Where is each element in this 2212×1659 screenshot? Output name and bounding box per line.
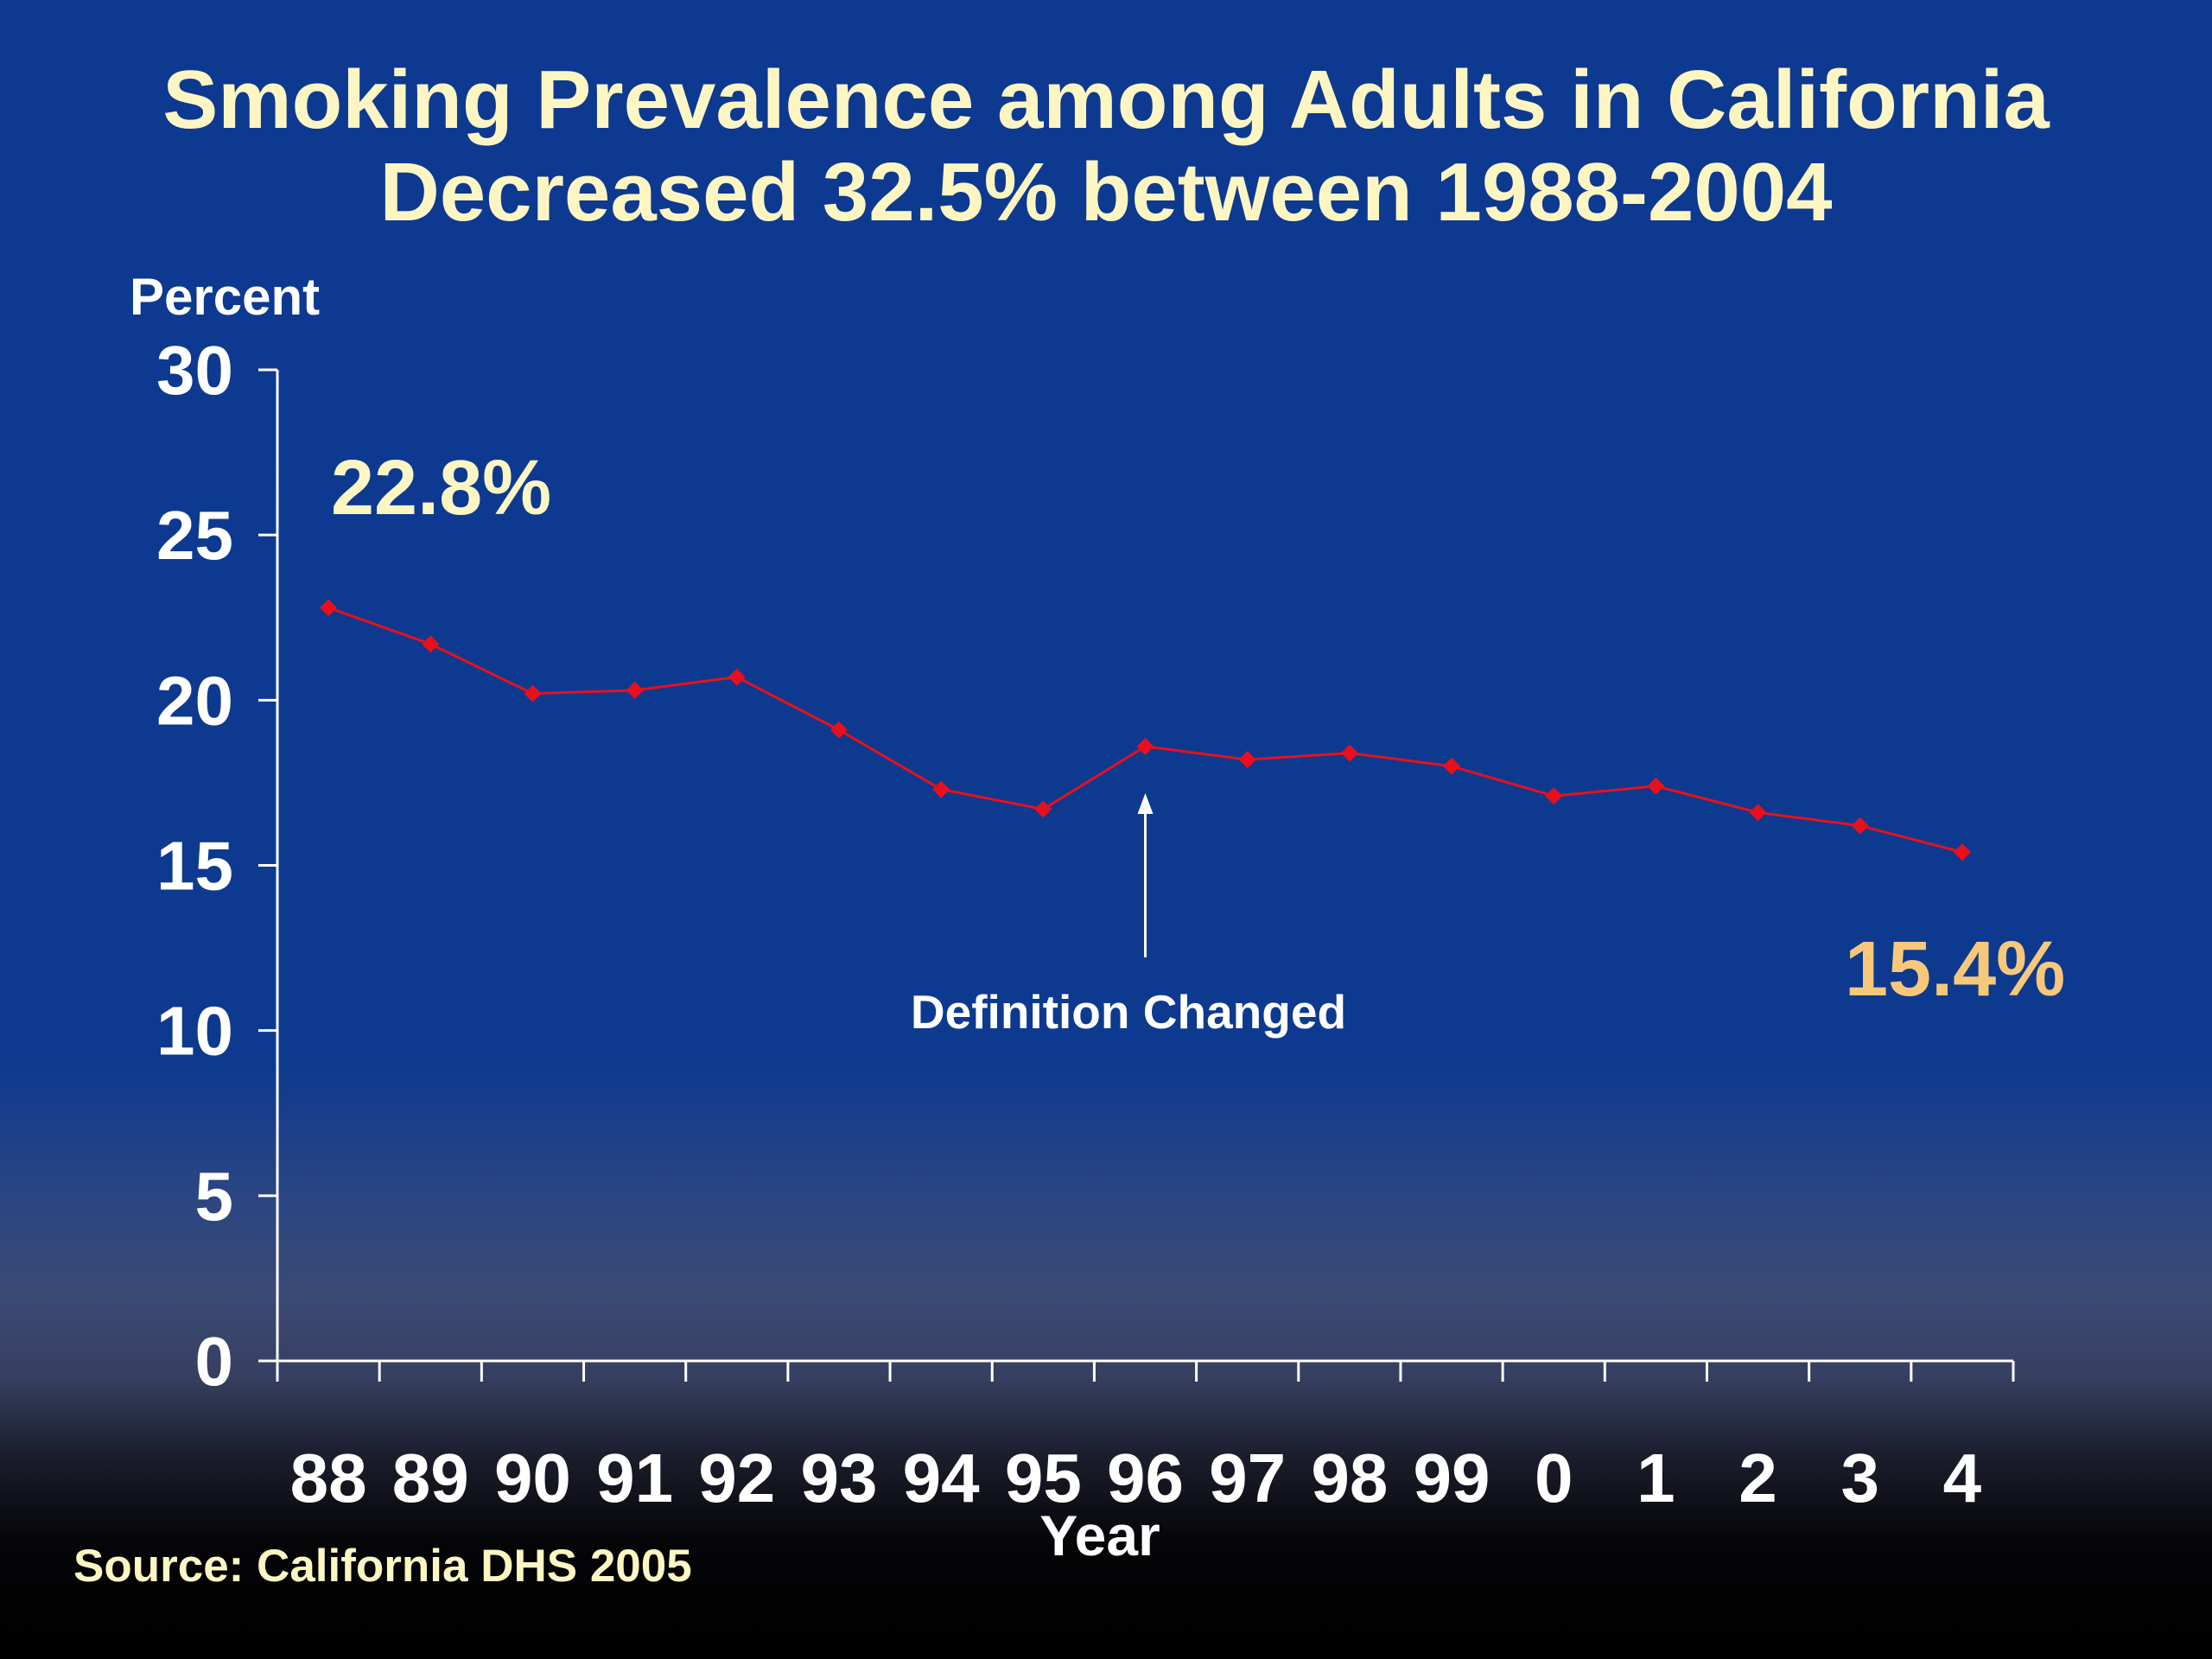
data-point [1647, 777, 1665, 795]
data-point [1851, 817, 1869, 835]
y-tick-label: 10 [156, 993, 233, 1070]
y-tick-label: 15 [156, 828, 233, 905]
data-point [1136, 737, 1154, 755]
y-axis-label: Percent [130, 268, 320, 326]
data-point [932, 780, 950, 798]
source-note: Source: California DHS 2005 [73, 1541, 692, 1592]
y-tick-label: 25 [156, 497, 233, 574]
data-point [1443, 757, 1461, 775]
x-tick-label: 1 [1637, 1440, 1675, 1516]
arrow-up-icon [1137, 793, 1154, 814]
chart-title-line-1: Smoking Prevalence among Adults in Calif… [162, 54, 2050, 146]
data-series [320, 599, 1971, 861]
data-point [1749, 804, 1767, 822]
y-tick-label: 0 [195, 1323, 234, 1400]
data-point [422, 635, 440, 653]
data-point [1953, 843, 1971, 861]
data-point [1238, 751, 1256, 769]
x-tick-label: 97 [1209, 1440, 1286, 1516]
x-tick-label: 2 [1738, 1440, 1777, 1516]
data-point [626, 681, 644, 699]
x-tick-label: 99 [1414, 1440, 1491, 1516]
data-point [728, 668, 746, 686]
x-tick-label: 98 [1311, 1440, 1388, 1516]
x-axis-ticks: 88 89 90 91 92 93 94 95 96 97 98 99 0 1 2 3 4 [276, 1361, 2015, 1516]
x-tick-label: 3 [1840, 1440, 1879, 1516]
x-tick-label: 96 [1107, 1440, 1184, 1516]
x-tick-label: 94 [903, 1440, 980, 1516]
definition-changed-label: Definition Changed [911, 985, 1346, 1039]
data-point [1034, 800, 1052, 818]
x-tick-label: 89 [392, 1440, 469, 1516]
x-tick-label: 0 [1535, 1440, 1573, 1516]
x-tick-label: 90 [494, 1440, 571, 1516]
x-tick-label: 95 [1005, 1440, 1082, 1516]
x-tick-label: 4 [1943, 1440, 1982, 1516]
data-point [830, 721, 848, 739]
data-point [1545, 787, 1563, 805]
y-axis-ticks: 0 5 10 15 20 25 30 [156, 332, 277, 1400]
data-point [1340, 744, 1358, 762]
data-point [320, 599, 338, 617]
chart-title-line-2: Decreased 32.5% between 1988-2004 [379, 146, 1832, 238]
x-tick-label: 92 [698, 1440, 775, 1516]
x-tick-label: 93 [800, 1440, 877, 1516]
x-tick-label: 91 [596, 1440, 673, 1516]
y-tick-label: 5 [195, 1158, 234, 1235]
y-tick-label: 30 [156, 332, 233, 409]
start-value-label: 22.8% [331, 445, 551, 531]
end-value-label: 15.4% [1845, 926, 2065, 1013]
x-axis-label: Year [1039, 1503, 1160, 1567]
x-tick-label: 88 [290, 1440, 367, 1516]
y-tick-label: 20 [156, 662, 233, 739]
data-point [524, 684, 542, 702]
